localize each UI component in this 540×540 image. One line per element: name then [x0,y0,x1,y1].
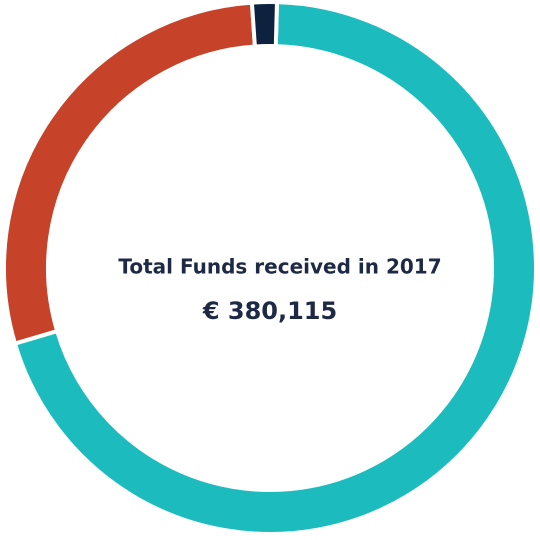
donut-slice [249,0,280,49]
center-total: € 380,115 [202,297,337,325]
center-title: Total Funds received in 2017 [118,255,441,279]
donut-slice [12,0,538,536]
donut-slice [2,0,258,347]
